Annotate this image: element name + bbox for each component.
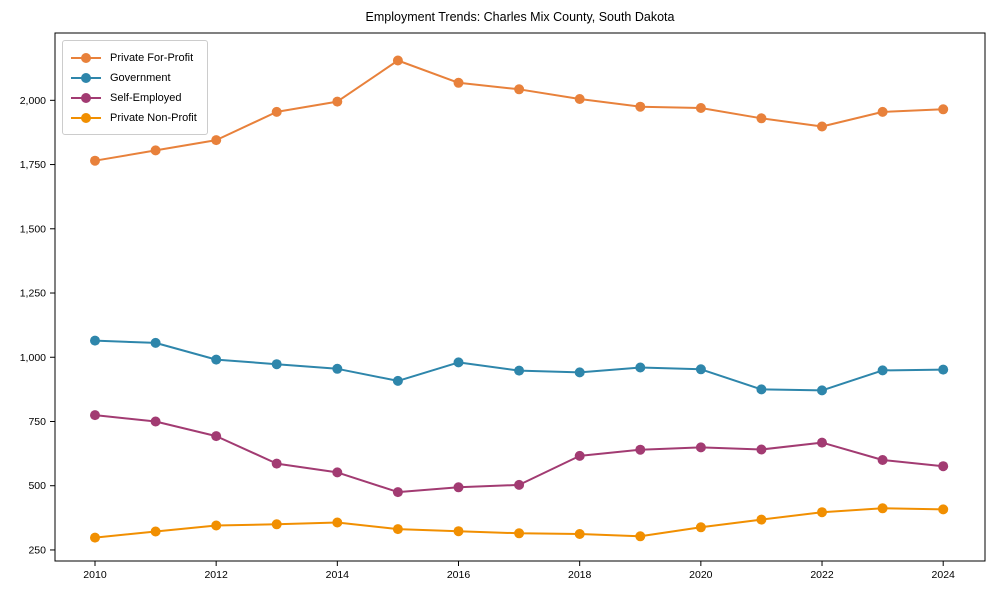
- data-point-government: [817, 385, 827, 396]
- data-point-government: [332, 363, 343, 374]
- series-line-government: [94, 339, 945, 392]
- legend-item: Private For-Profit: [70, 48, 197, 67]
- data-point-private-non-profit: [150, 526, 161, 537]
- data-point-private-for-profit: [392, 55, 403, 66]
- x-tick-label: 2018: [568, 569, 592, 581]
- data-point-private-non-profit: [514, 528, 525, 539]
- data-point-private-non-profit: [332, 517, 343, 528]
- y-tick-label: 250: [28, 544, 46, 556]
- data-point-government: [635, 362, 646, 373]
- data-point-private-non-profit: [574, 529, 585, 539]
- data-point-private-non-profit: [817, 507, 827, 518]
- y-tick-label: 500: [28, 480, 46, 492]
- y-tick-label: 750: [28, 416, 46, 428]
- data-point-government: [756, 384, 767, 395]
- data-point-private-for-profit: [877, 106, 888, 117]
- data-point-self-employed: [271, 458, 282, 469]
- data-point-government: [211, 354, 222, 365]
- legend-label: Private Non-Profit: [110, 111, 197, 124]
- data-point-government: [877, 365, 888, 376]
- x-tick-label: 2020: [689, 569, 713, 581]
- legend-label: Government: [110, 71, 171, 84]
- data-point-private-for-profit: [514, 84, 525, 95]
- y-tick-label: 1,250: [20, 288, 46, 300]
- y-tick-label: 1,000: [20, 352, 46, 364]
- data-point-government: [453, 357, 464, 368]
- data-point-government: [695, 364, 706, 375]
- data-point-self-employed: [817, 437, 827, 448]
- data-point-private-for-profit: [90, 155, 100, 166]
- data-point-government: [938, 364, 949, 375]
- data-point-self-employed: [453, 482, 464, 493]
- data-point-private-for-profit: [635, 101, 646, 112]
- y-tick-label: 1,500: [20, 223, 46, 235]
- data-point-self-employed: [695, 442, 706, 453]
- data-point-private-for-profit: [695, 103, 706, 113]
- series-line-private-for-profit: [94, 59, 945, 162]
- data-point-self-employed: [392, 487, 403, 498]
- legend-marker-icon: [71, 72, 101, 83]
- x-tick-label: 2012: [204, 569, 228, 581]
- legend-label: Private For-Profit: [110, 51, 194, 64]
- legend-marker-icon: [71, 92, 101, 103]
- data-point-government: [150, 337, 161, 348]
- data-point-private-non-profit: [271, 519, 282, 530]
- data-point-self-employed: [150, 416, 161, 427]
- x-tick-label: 2022: [810, 569, 834, 581]
- data-point-private-non-profit: [453, 526, 464, 537]
- data-point-self-employed: [211, 431, 222, 442]
- data-point-private-non-profit: [211, 520, 222, 531]
- data-point-self-employed: [756, 444, 767, 455]
- data-point-private-non-profit: [695, 522, 706, 533]
- data-point-private-for-profit: [574, 94, 585, 104]
- y-tick-label: 1,750: [20, 159, 46, 171]
- data-point-private-for-profit: [150, 145, 161, 156]
- data-point-private-non-profit: [90, 532, 100, 543]
- x-tick-label: 2016: [447, 569, 471, 581]
- legend: Private For-Profit Government Self-Employe…: [62, 40, 208, 135]
- data-point-self-employed: [90, 410, 100, 421]
- axes-frame: [54, 32, 986, 562]
- legend-marker-icon: [71, 112, 101, 123]
- x-tick-label: 2024: [932, 569, 956, 581]
- data-point-self-employed: [635, 444, 646, 455]
- y-tick-label: 2,000: [20, 95, 46, 107]
- data-point-private-for-profit: [211, 135, 222, 146]
- data-point-self-employed: [332, 467, 343, 478]
- legend-item: Self-Employed: [70, 88, 197, 107]
- legend-marker-icon: [71, 52, 101, 63]
- data-point-private-for-profit: [938, 104, 949, 115]
- data-point-government: [90, 335, 100, 346]
- data-point-private-for-profit: [453, 77, 464, 88]
- data-point-private-for-profit: [271, 106, 282, 117]
- data-point-private-non-profit: [392, 524, 403, 535]
- data-point-private-non-profit: [938, 504, 949, 515]
- data-point-self-employed: [574, 450, 585, 461]
- data-point-private-for-profit: [817, 121, 827, 132]
- x-tick-label: 2010: [83, 569, 107, 581]
- data-point-government: [271, 359, 282, 370]
- legend-item: Private Non-Profit: [70, 108, 197, 127]
- legend-label: Self-Employed: [110, 91, 182, 104]
- data-point-private-for-profit: [332, 96, 343, 107]
- data-point-private-for-profit: [756, 113, 767, 124]
- data-point-self-employed: [514, 479, 525, 490]
- data-point-government: [574, 367, 585, 378]
- data-point-private-non-profit: [756, 514, 767, 525]
- chart-title: Employment Trends: Charles Mix County, S…: [365, 10, 675, 24]
- legend-item: Government: [70, 68, 197, 87]
- data-point-self-employed: [938, 461, 949, 472]
- data-point-self-employed: [877, 455, 888, 465]
- x-tick-label: 2014: [326, 569, 350, 581]
- data-point-government: [514, 365, 525, 376]
- data-point-private-non-profit: [635, 531, 646, 542]
- data-point-private-non-profit: [877, 503, 888, 514]
- data-point-government: [392, 375, 403, 386]
